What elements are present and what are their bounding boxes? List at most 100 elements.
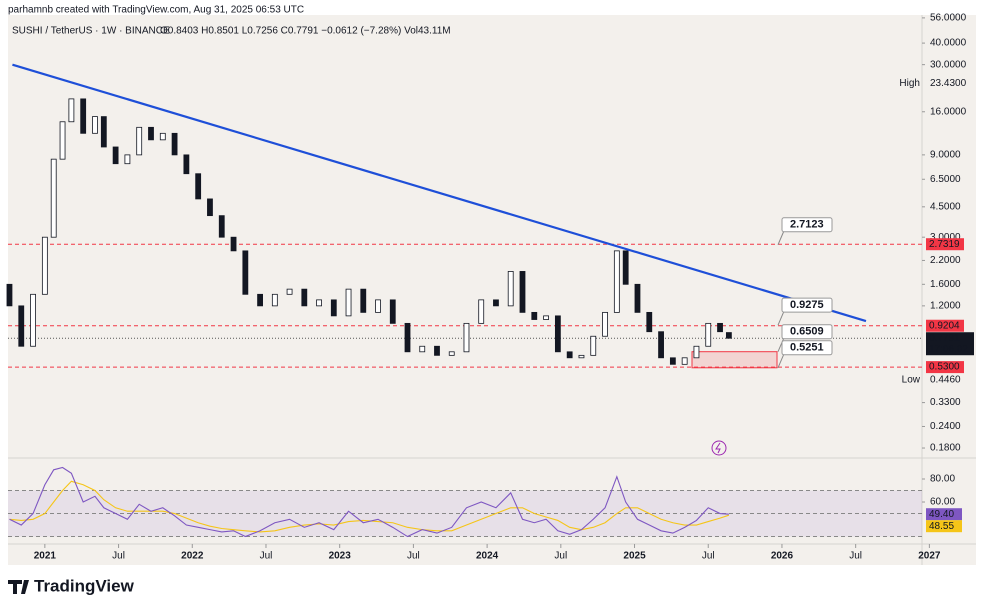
candle-body xyxy=(257,293,263,307)
callout-leader xyxy=(777,230,785,245)
candle-body xyxy=(345,288,352,317)
candle-body xyxy=(375,299,381,313)
y-tick-label: 0.2400 xyxy=(930,421,961,432)
x-tick-label: 2024 xyxy=(476,551,499,562)
x-tick-label: Jul xyxy=(849,551,862,562)
x-tick-label: 2025 xyxy=(623,551,646,562)
callout-label: 2.7123 xyxy=(790,219,824,231)
candle-body xyxy=(301,288,308,307)
candle-body xyxy=(493,299,499,307)
x-tick-label: 2021 xyxy=(34,551,57,562)
candle-body xyxy=(230,236,237,252)
alert-icon[interactable] xyxy=(711,440,727,456)
level-label: 2.7319 xyxy=(929,239,960,250)
rsi-ma-line xyxy=(9,480,730,533)
candle-body xyxy=(171,132,178,156)
candle-body xyxy=(316,299,322,307)
x-tick-label: Jul xyxy=(702,551,715,562)
candle-body xyxy=(68,98,75,123)
chart-area xyxy=(8,15,976,565)
candle-body xyxy=(419,345,426,353)
x-tick-label: Jul xyxy=(407,551,420,562)
callout-label: 0.9275 xyxy=(790,299,824,311)
candle-body xyxy=(159,132,166,141)
candle-body xyxy=(100,116,107,148)
low-text: Low xyxy=(902,375,921,386)
candle-body xyxy=(242,250,249,295)
callout-leader xyxy=(777,310,785,326)
candle-body xyxy=(554,315,561,353)
logo-mark xyxy=(8,580,29,594)
candle-body xyxy=(681,357,688,365)
candle-body xyxy=(360,288,367,313)
candle-body xyxy=(705,322,712,347)
low-label: 0.4460 xyxy=(930,375,961,386)
ohlc: O0.8403 H0.8501 L0.7256 C0.7791 −0.0612 … xyxy=(160,26,451,37)
candle-body xyxy=(112,146,119,165)
y-tick-label: 2.2000 xyxy=(930,255,961,266)
candle-body xyxy=(330,299,337,317)
y-tick-label: 30.0000 xyxy=(930,59,967,70)
candle-body xyxy=(646,311,653,333)
candle-body xyxy=(6,283,13,307)
level-label: 0.5300 xyxy=(929,362,960,373)
x-tick-label: 2022 xyxy=(181,551,204,562)
candle-body xyxy=(404,322,411,353)
candle-body xyxy=(30,293,36,347)
candle-body xyxy=(124,154,131,165)
candle-body xyxy=(92,116,98,134)
rsi-line xyxy=(9,466,729,538)
candle-body xyxy=(622,250,629,285)
x-tick-label: 2023 xyxy=(329,551,352,562)
y-tick-label: 56.0000 xyxy=(930,13,967,24)
candle-body xyxy=(602,311,608,337)
y-tick-label: 4.5000 xyxy=(930,201,961,212)
callout-box xyxy=(781,217,833,233)
candle-body xyxy=(286,288,293,295)
last-price-label: 0.7791 xyxy=(929,333,960,344)
y-tick-label: 3.0000 xyxy=(930,232,961,243)
last-price-tag xyxy=(926,332,974,356)
candle-body xyxy=(578,354,585,359)
candle-body xyxy=(80,98,87,134)
symbol: SUSHI / TetherUS · 1W · BINANCE xyxy=(12,26,170,37)
candle-body xyxy=(434,345,440,356)
rsi-ma-tag xyxy=(926,520,962,533)
trendline xyxy=(12,63,867,323)
high-text: High xyxy=(899,78,920,89)
x-tick-label: Jul xyxy=(112,551,125,562)
x-tick-label: Jul xyxy=(260,551,273,562)
candle-body xyxy=(148,126,154,141)
candle-body xyxy=(195,173,202,200)
x-tick-label: 2026 xyxy=(771,551,794,562)
callout-box xyxy=(781,324,833,340)
candle-body xyxy=(519,271,526,313)
credit: parhamnb created with TradingView.com, A… xyxy=(8,5,304,16)
candle-body xyxy=(634,283,641,313)
candle-body xyxy=(207,198,213,217)
y-tick-label: 1.6000 xyxy=(930,279,961,290)
candle-body xyxy=(725,332,732,339)
y-tick-label: 0.3300 xyxy=(930,397,961,408)
callout-box xyxy=(781,297,833,313)
rsi-tick-label: 80.00 xyxy=(930,474,955,485)
candle-body xyxy=(566,351,573,359)
brand: TradingView xyxy=(34,576,135,595)
y-tick-label: 6.5000 xyxy=(930,174,961,185)
rsi-tick-label: 60.00 xyxy=(930,497,955,508)
candle-body xyxy=(717,322,723,333)
candle-body xyxy=(658,331,664,359)
level-tag xyxy=(926,238,964,251)
level-label: 0.9204 xyxy=(929,320,960,331)
candle-body xyxy=(183,154,190,175)
callout-leader xyxy=(777,337,785,352)
x-tick-label: 2027 xyxy=(918,551,941,562)
candle-body xyxy=(136,126,143,156)
candle-body xyxy=(50,158,57,238)
candle-body xyxy=(590,335,597,356)
y-tick-label: 1.2000 xyxy=(930,301,961,312)
candle-body xyxy=(543,315,549,320)
callout-label: 0.5251 xyxy=(790,342,824,354)
rsi-ma-label: 48.55 xyxy=(929,521,954,532)
